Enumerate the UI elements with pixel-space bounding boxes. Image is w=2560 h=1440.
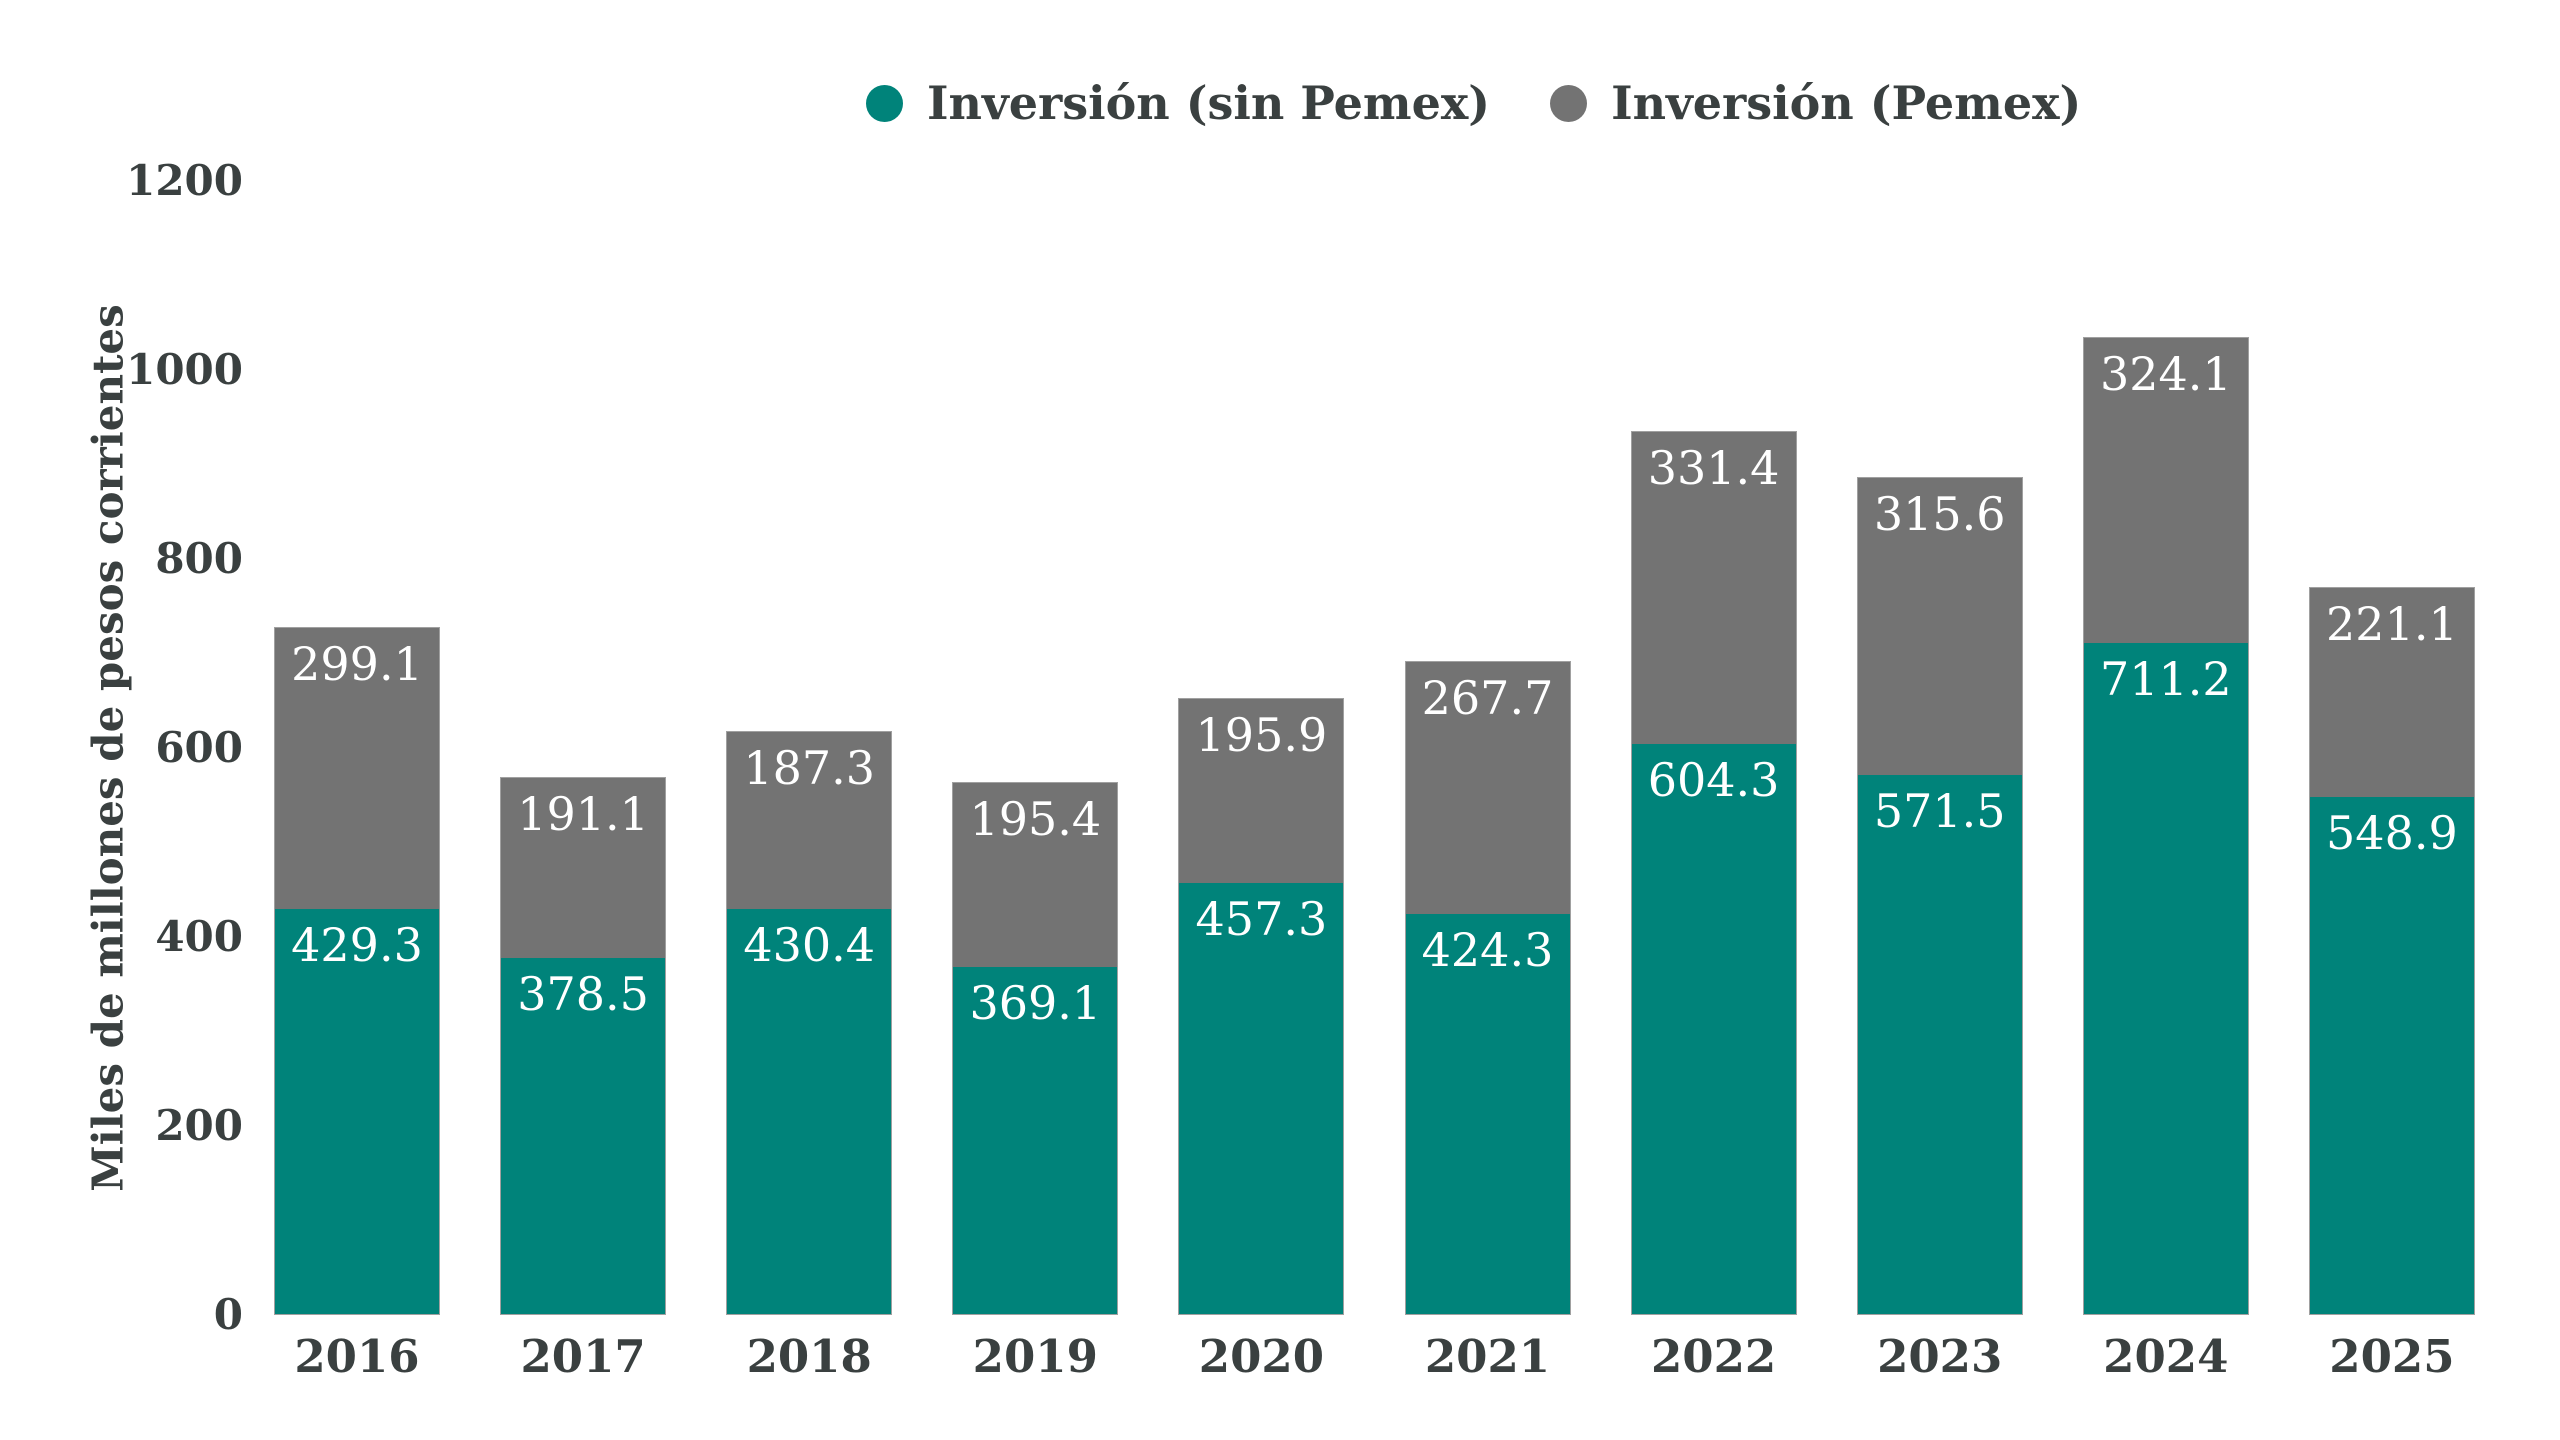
- bar-value-label: 548.9: [2326, 805, 2458, 857]
- legend-label: Inversión (sin Pemex): [927, 76, 1491, 130]
- y-tick-label: 200: [155, 1101, 243, 1150]
- y-tick-label: 1200: [126, 156, 243, 205]
- x-axis-label-2022: 2022: [1650, 1330, 1777, 1383]
- y-tick-label: 800: [155, 534, 243, 583]
- bar-group-2019: 195.4 369.1: [952, 781, 1119, 1315]
- legend-item-0: Inversión (sin Pemex): [866, 80, 1490, 126]
- bar-value-label: 187.3: [743, 741, 876, 793]
- bar-value-label: 457.3: [1195, 892, 1328, 944]
- bar-value-label: 221.1: [2326, 597, 2458, 649]
- bar-segment-pemex: 299.1: [275, 627, 439, 910]
- legend-circle-icon: [866, 84, 903, 122]
- x-axis-label-2018: 2018: [746, 1330, 872, 1383]
- bar-value-label: 430.4: [743, 917, 876, 969]
- bar-segment-pemex: 315.6: [1857, 477, 2022, 776]
- bar-value-label: 571.5: [1873, 784, 2006, 836]
- bar-value-label: 711.2: [2099, 652, 2232, 704]
- bar-segment-sin-pemex: 711.2: [2083, 643, 2248, 1314]
- x-axis-label-2019: 2019: [972, 1330, 1098, 1383]
- legend-label: Inversión (Pemex): [1611, 76, 2082, 130]
- bar-segment-pemex: 221.1: [2309, 588, 2474, 797]
- y-tick-label: 400: [155, 912, 243, 961]
- y-tick-label: 600: [155, 723, 243, 772]
- bar-segment-sin-pemex: 571.5: [1857, 775, 2022, 1314]
- x-axis-label-2021: 2021: [1424, 1330, 1551, 1383]
- bar-segment-pemex: 331.4: [1631, 431, 1796, 745]
- bar-segment-pemex: 191.1: [501, 777, 666, 958]
- bar-group-2022: 331.4 604.3: [1630, 430, 1797, 1315]
- x-axis-label-2017: 2017: [520, 1330, 646, 1383]
- bar-segment-pemex: 187.3: [727, 732, 892, 909]
- x-axis-label-2020: 2020: [1198, 1330, 1325, 1383]
- bar-segment-sin-pemex: 369.1: [953, 966, 1118, 1314]
- bar-value-label: 267.7: [1421, 671, 1554, 723]
- bar-value-label: 195.9: [1195, 707, 1328, 760]
- bar-segment-sin-pemex: 430.4: [727, 908, 892, 1314]
- bar-value-label: 424.3: [1421, 923, 1554, 975]
- x-axis-label-2023: 2023: [1877, 1330, 2003, 1383]
- bar-segment-pemex: 195.9: [1179, 698, 1344, 884]
- bar-value-label: 299.1: [291, 636, 423, 688]
- bar-value-label: 378.5: [517, 966, 649, 1018]
- bar-group-2023: 315.6 571.5: [1856, 476, 2023, 1315]
- bar-segment-pemex: 324.1: [2083, 337, 2248, 644]
- chart-legend: Inversión (sin Pemex) Inversión (Pemex): [866, 80, 2081, 126]
- bar-value-label: 324.1: [2099, 346, 2232, 398]
- y-tick-label: 0: [213, 1290, 243, 1339]
- bar-value-label: 604.3: [1647, 753, 1780, 805]
- x-axis-label-2024: 2024: [2103, 1330, 2229, 1383]
- bar-segment-sin-pemex: 424.3: [1405, 914, 1570, 1314]
- bar-group-2024: 324.1 711.2: [2082, 336, 2249, 1315]
- bar-segment-sin-pemex: 548.9: [2309, 796, 2474, 1314]
- bar-segment-sin-pemex: 457.3: [1179, 883, 1344, 1314]
- bar-value-label: 331.4: [1647, 440, 1780, 493]
- bar-segment-pemex: 267.7: [1405, 662, 1570, 915]
- bar-value-label: 315.6: [1873, 486, 2006, 538]
- bar-segment-sin-pemex: 429.3: [275, 909, 439, 1314]
- x-axis-label-2016: 2016: [294, 1330, 420, 1383]
- bar-value-label: 369.1: [969, 975, 1102, 1027]
- bar-group-2016: 299.1 429.3: [274, 626, 440, 1315]
- y-tick-label: 1000: [126, 345, 243, 394]
- bar-group-2025: 221.1 548.9: [2308, 587, 2475, 1315]
- bar-value-label: 191.1: [517, 786, 649, 839]
- bar-segment-pemex: 195.4: [953, 782, 1118, 967]
- bar-segment-sin-pemex: 378.5: [501, 957, 666, 1314]
- bar-group-2018: 187.3 430.4: [726, 731, 893, 1315]
- bar-group-2017: 191.1 378.5: [500, 776, 667, 1315]
- bar-value-label: 429.3: [291, 918, 423, 970]
- legend-item-1: Inversión (Pemex): [1550, 80, 2081, 126]
- x-axis-label-2025: 2025: [2329, 1330, 2455, 1383]
- bar-segment-sin-pemex: 604.3: [1631, 744, 1796, 1314]
- legend-circle-icon: [1550, 84, 1588, 122]
- bar-value-label: 195.4: [969, 791, 1102, 843]
- bar-group-2021: 267.7 424.3: [1404, 661, 1571, 1315]
- bar-group-2020: 195.9 457.3: [1178, 697, 1345, 1315]
